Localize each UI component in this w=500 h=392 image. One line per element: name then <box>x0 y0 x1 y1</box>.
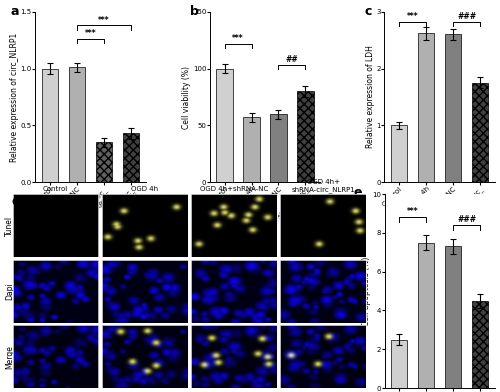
Text: ***: *** <box>232 34 244 43</box>
Y-axis label: Cell apoptosis (%): Cell apoptosis (%) <box>362 256 370 326</box>
Bar <box>298 91 314 182</box>
Y-axis label: Merge: Merge <box>5 345 14 368</box>
Text: c: c <box>364 5 372 18</box>
Y-axis label: Dapi: Dapi <box>5 282 14 300</box>
Text: ##: ## <box>286 55 298 64</box>
Bar <box>418 33 434 182</box>
Bar <box>472 301 488 388</box>
Bar <box>392 339 407 388</box>
Bar <box>445 34 462 182</box>
Y-axis label: Relative expression of circ_NLRP1: Relative expression of circ_NLRP1 <box>10 33 19 162</box>
Title: OGD 4h+
shRNA-circ_NLRP1: OGD 4h+ shRNA-circ_NLRP1 <box>291 179 355 193</box>
Text: ###: ### <box>457 215 476 224</box>
Bar <box>270 114 286 182</box>
Text: b: b <box>190 5 198 18</box>
Bar <box>391 125 407 182</box>
Y-axis label: Cell viability (%): Cell viability (%) <box>182 65 192 129</box>
Bar <box>445 247 462 388</box>
Bar <box>122 133 139 182</box>
Text: ***: *** <box>407 207 418 216</box>
Text: ***: *** <box>84 29 96 38</box>
Y-axis label: Relative expression of LDH: Relative expression of LDH <box>366 45 375 149</box>
Bar <box>96 143 112 182</box>
Text: a: a <box>10 5 19 18</box>
Title: OGD 4h: OGD 4h <box>131 186 158 192</box>
Text: d: d <box>11 195 20 208</box>
Title: OGD 4h+shRNA-NC: OGD 4h+shRNA-NC <box>200 186 268 192</box>
Bar <box>472 83 488 182</box>
Text: e: e <box>354 186 362 199</box>
Text: ***: *** <box>98 16 110 25</box>
Y-axis label: Tunel: Tunel <box>5 216 14 236</box>
Text: ###: ### <box>457 12 476 21</box>
Bar <box>244 118 260 182</box>
Title: Control: Control <box>43 186 68 192</box>
Bar <box>216 69 232 182</box>
Bar <box>42 69 58 182</box>
Bar <box>418 243 434 388</box>
Bar <box>68 67 85 182</box>
Text: ***: *** <box>407 12 418 21</box>
